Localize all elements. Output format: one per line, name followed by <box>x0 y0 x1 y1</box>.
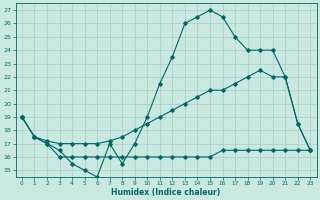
X-axis label: Humidex (Indice chaleur): Humidex (Indice chaleur) <box>111 188 221 197</box>
